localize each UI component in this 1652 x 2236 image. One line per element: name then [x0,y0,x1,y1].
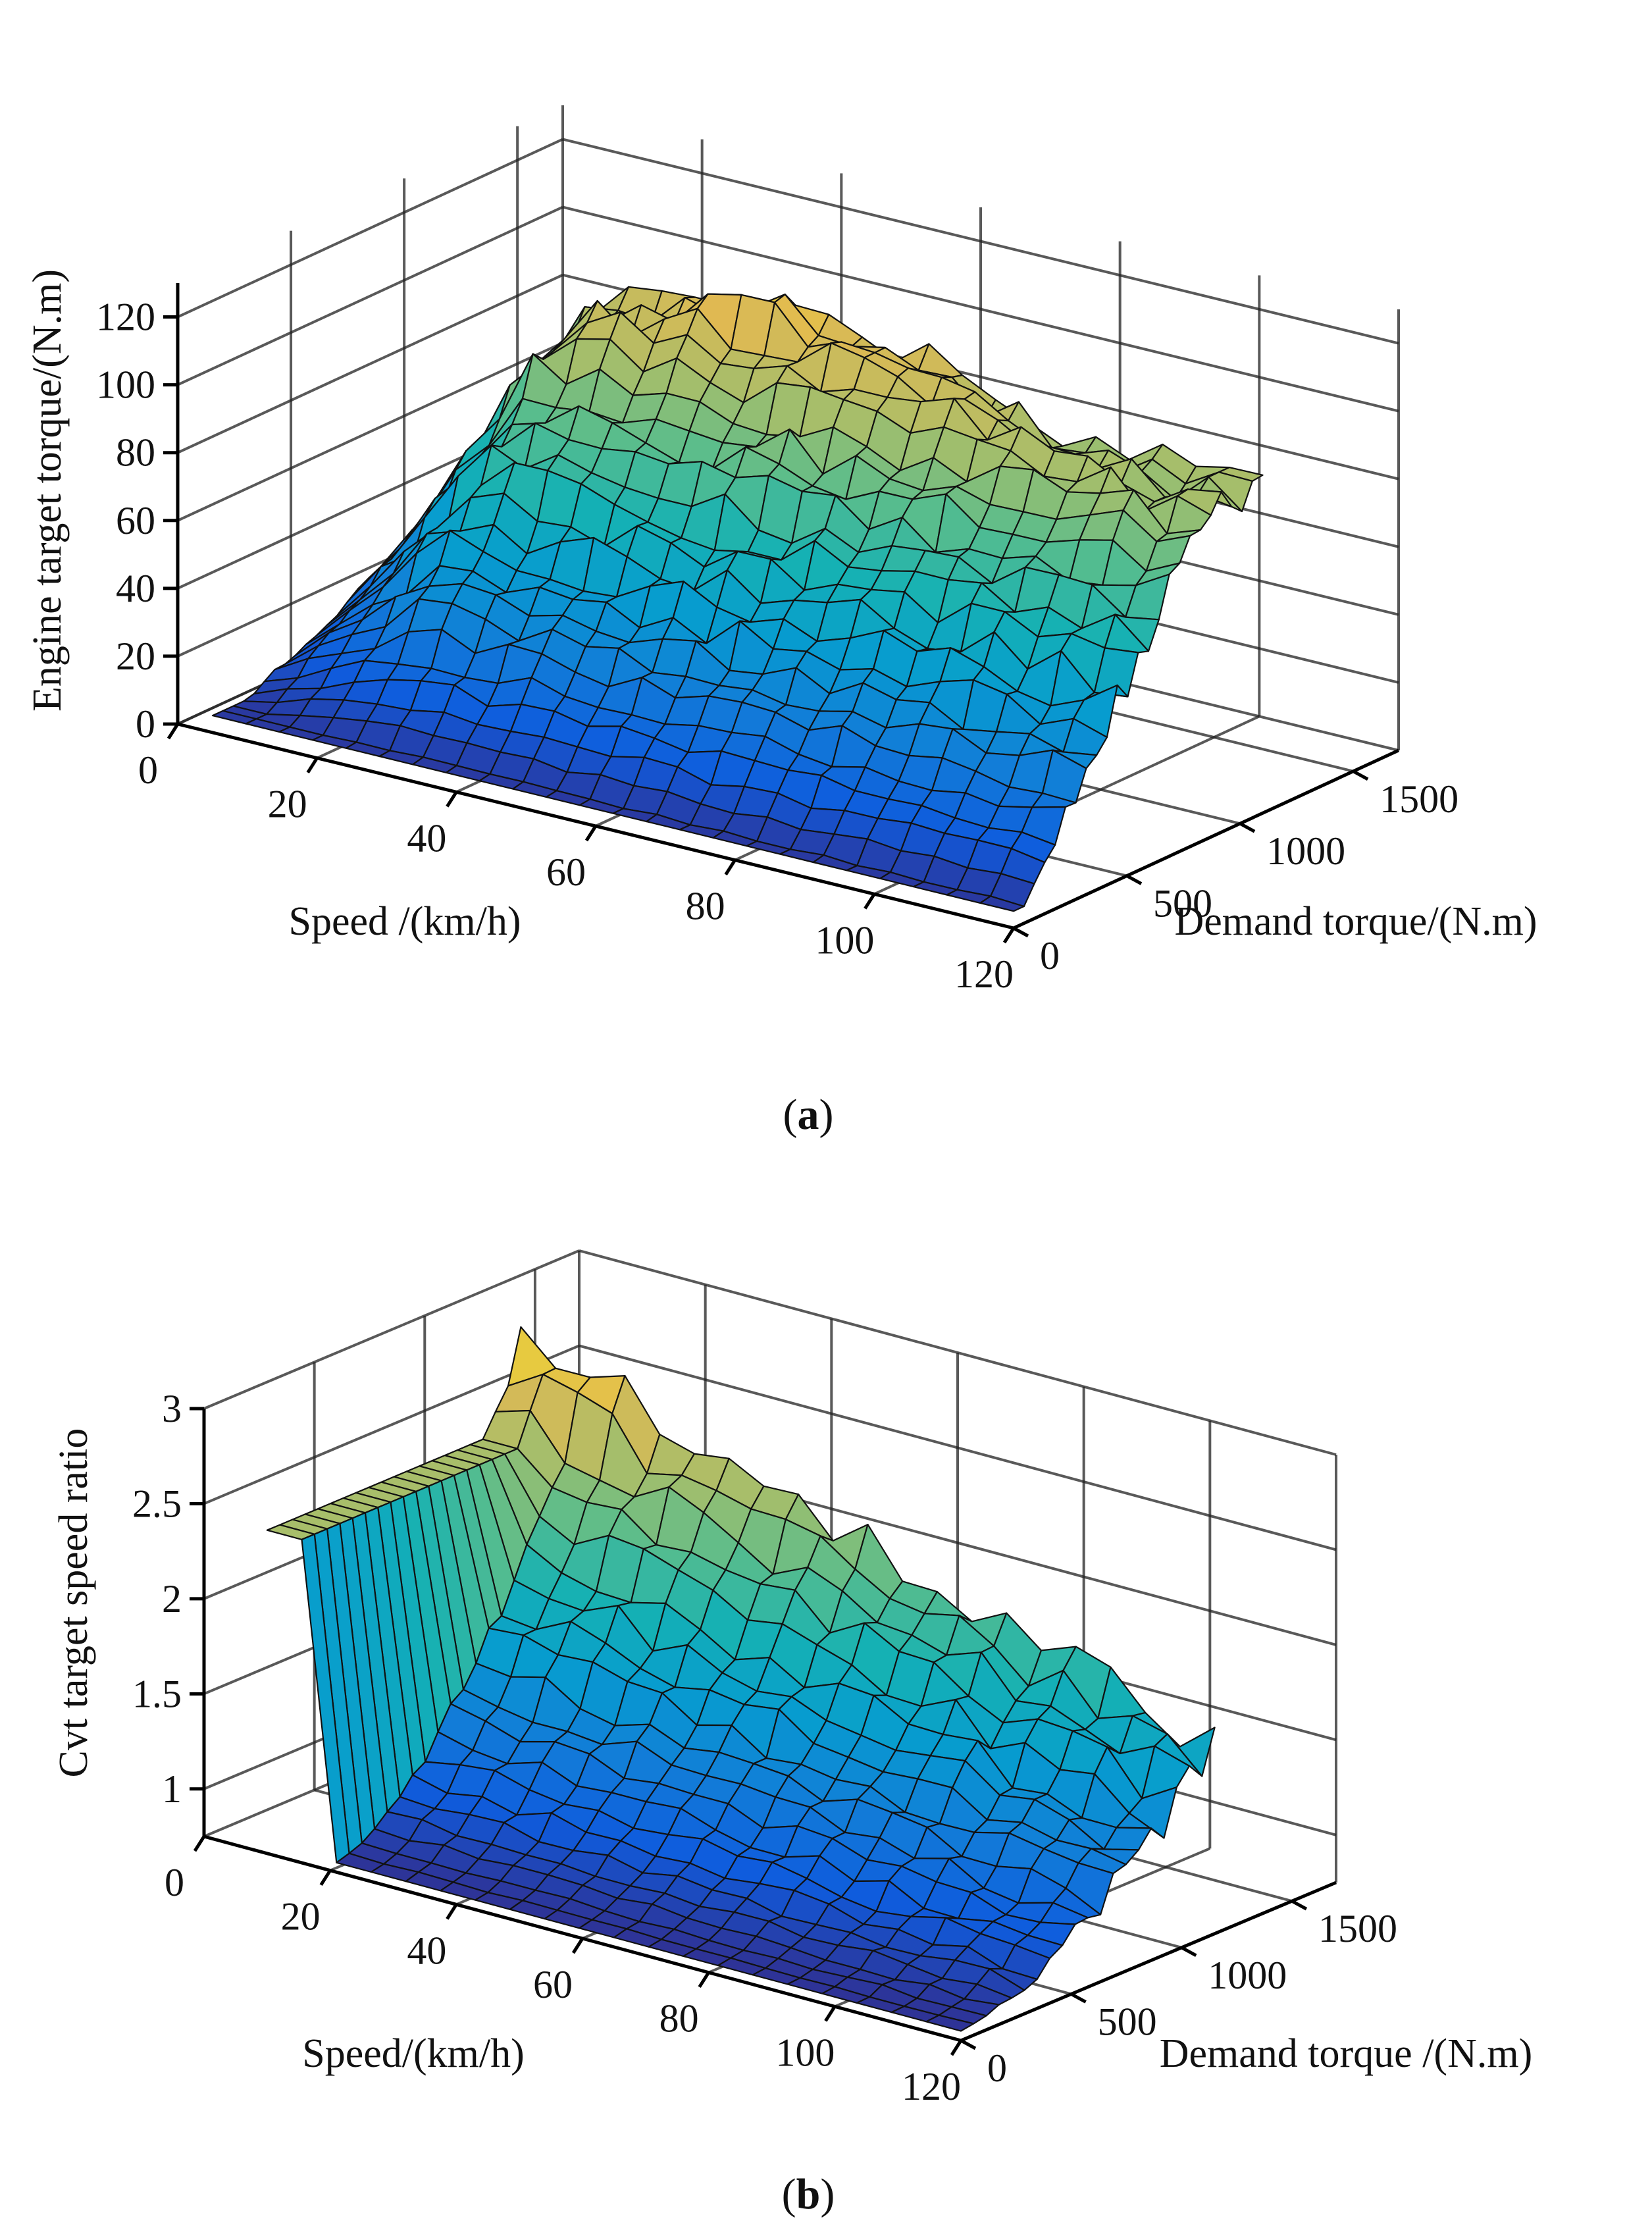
panel-b-y-tick-mark [1070,1992,1087,2004]
panel-a-caption: (a) [783,1091,834,1139]
panel-a-z-tick-label: 120 [96,296,155,339]
panel-a-y-tick-mark [1239,821,1256,833]
panel-b-caption-close-paren: ) [820,2170,835,2218]
panel-b-y-tick-label: 500 [1098,2000,1157,2043]
panel-a-x-tick-label: 20 [268,783,307,826]
panel-b-y-axis-label: Demand torque /(N.m) [1160,2031,1532,2076]
panel-a-x-tick-label: 80 [686,885,725,928]
panel-a-y-tick-label: 1500 [1380,777,1458,821]
panel-a-wall-grid-z [177,341,563,522]
panel-a-z-tick-label: 0 [136,702,155,746]
panel-a-chart: 0 20 40 60 80 100 120 0 500 1000 1500 0 20 40 60 80 100 1… [25,105,1537,1139]
panel-b-z-tick-label: 2.5 [132,1482,182,1525]
panel-a-z-tick-label: 80 [116,431,155,475]
panel-a-caption-close-paren: ) [819,1091,834,1139]
panel-b-x-tick-mark [193,1835,206,1852]
panel-b-x-tick-mark [824,2005,837,2022]
panel-b-y-tick-mark [960,2039,977,2050]
panel-a-x-tick-label: 0 [138,748,158,792]
panel-b-caption-letter: b [796,2170,821,2218]
panel-a-z-tick-label: 20 [116,635,155,678]
panel-a-x-tick-mark [306,757,319,774]
panel-a-y-tick-label: 500 [1153,882,1212,925]
panel-a-y-tick-mark [1125,874,1143,885]
panel-a-x-tick-mark [864,893,876,910]
panel-b-surface-patch [925,2014,975,2032]
panel-a-y-axis-label: Demand torque/(N.m) [1175,899,1537,944]
panel-a-y-axis-line [1012,748,1400,930]
panel-b-x-axis-label: Speed/(km/h) [302,2031,525,2076]
panel-a-wall-grid-z [177,273,563,454]
panel-a-surface-patch [979,895,1025,912]
panel-a-surface [211,286,1264,912]
panel-a-caption-open-paren: ( [783,1091,798,1139]
panel-a-wall-grid-z [177,138,563,319]
panel-b-x-tick-mark [571,1937,584,1954]
panel-b-x-tick-mark [319,1869,332,1886]
panel-b-x-tick-label: 100 [775,2031,835,2074]
panel-b-z-tick-label: 3 [162,1387,182,1430]
panel-b-y-axis-line [960,1881,1337,2042]
panel-a-x-tick-label: 120 [954,952,1014,996]
panel-b-x-tick-label: 40 [407,1929,446,1972]
panel-b-y-tick-label: 0 [987,2046,1007,2090]
panel-b-y-tick-mark [1291,1900,1308,1911]
panel-a-y-tick-label: 1000 [1266,829,1345,873]
panel-b-x-tick-mark [950,2039,963,2056]
panel-b-wall-grid-z [203,1249,580,1410]
panel-b-x-tick-mark [698,1971,710,1989]
panel-a-x-tick-mark [1002,927,1016,944]
panel-b-y-tick-label: 1000 [1208,1954,1287,1997]
panel-b-tick-labels: 0 20 40 60 80 100 120 0 500 1000 1500 1 1.5 2 2.5 3 [132,1387,1397,2108]
panel-a-z-tick-label: 40 [116,567,155,610]
panel-a-y-tick-label: 0 [1040,934,1060,977]
panel-b-z-tick-label: 1 [162,1767,182,1811]
panel-a-x-tick-label: 100 [815,918,874,962]
panel-a-x-tick-mark [446,791,458,808]
panel-a-caption-letter: a [798,1091,819,1139]
panel-b-y-tick-mark [1181,1946,1197,1958]
panel-a-x-tick-label: 40 [407,816,446,860]
panel-a-z-axis-label: Engine target torque/(N.m) [25,269,70,712]
panel-a-x-tick-mark [724,859,736,876]
panel-b-x-tick-mark [446,1903,458,1920]
panel-b-x-tick-label: 20 [281,1895,321,1938]
panel-b-z-tick-label: 1.5 [132,1672,182,1715]
panel-a-x-axis-label: Speed /(km/h) [289,899,521,944]
panel-a-y-tick-mark [1012,926,1029,938]
panel-a-x-tick-label: 60 [546,850,586,894]
panel-b-z-axis-label: Cvt target speed ratio [51,1428,96,1778]
panel-b-z-tick-label: 2 [162,1577,182,1621]
panel-b-x-tick-label: 0 [165,1861,184,1904]
panel-a-z-tick-label: 60 [116,499,155,542]
panel-b-x-tick-label: 120 [902,2065,961,2108]
panel-b-axes [190,1407,1337,2056]
panel-a-x-tick-mark [584,825,598,842]
panel-a-axes [163,283,1400,944]
panel-b-x-tick-label: 60 [533,1963,573,2006]
panel-b-caption-open-paren: ( [782,2170,796,2218]
panel-b-x-tick-label: 80 [659,1997,699,2041]
panel-b-chart: 0 20 40 60 80 100 120 0 500 1000 1500 1 1.5 2 2.5 3 Spe… [51,1249,1532,2218]
panel-a-x-tick-mark [167,723,180,740]
panel-a-y-tick-mark [1352,769,1369,781]
panel-a-tick-labels: 0 20 40 60 80 100 120 0 500 1000 1500 0 20 40 60 80 100 1… [96,296,1458,996]
panel-b-surface [266,1326,1216,2032]
panel-a-wall-grid-z [177,205,563,386]
panel-a-z-tick-label: 100 [96,363,155,407]
panel-b-y-tick-label: 1500 [1318,1907,1397,1950]
panel-b-caption: (b) [782,2170,835,2218]
